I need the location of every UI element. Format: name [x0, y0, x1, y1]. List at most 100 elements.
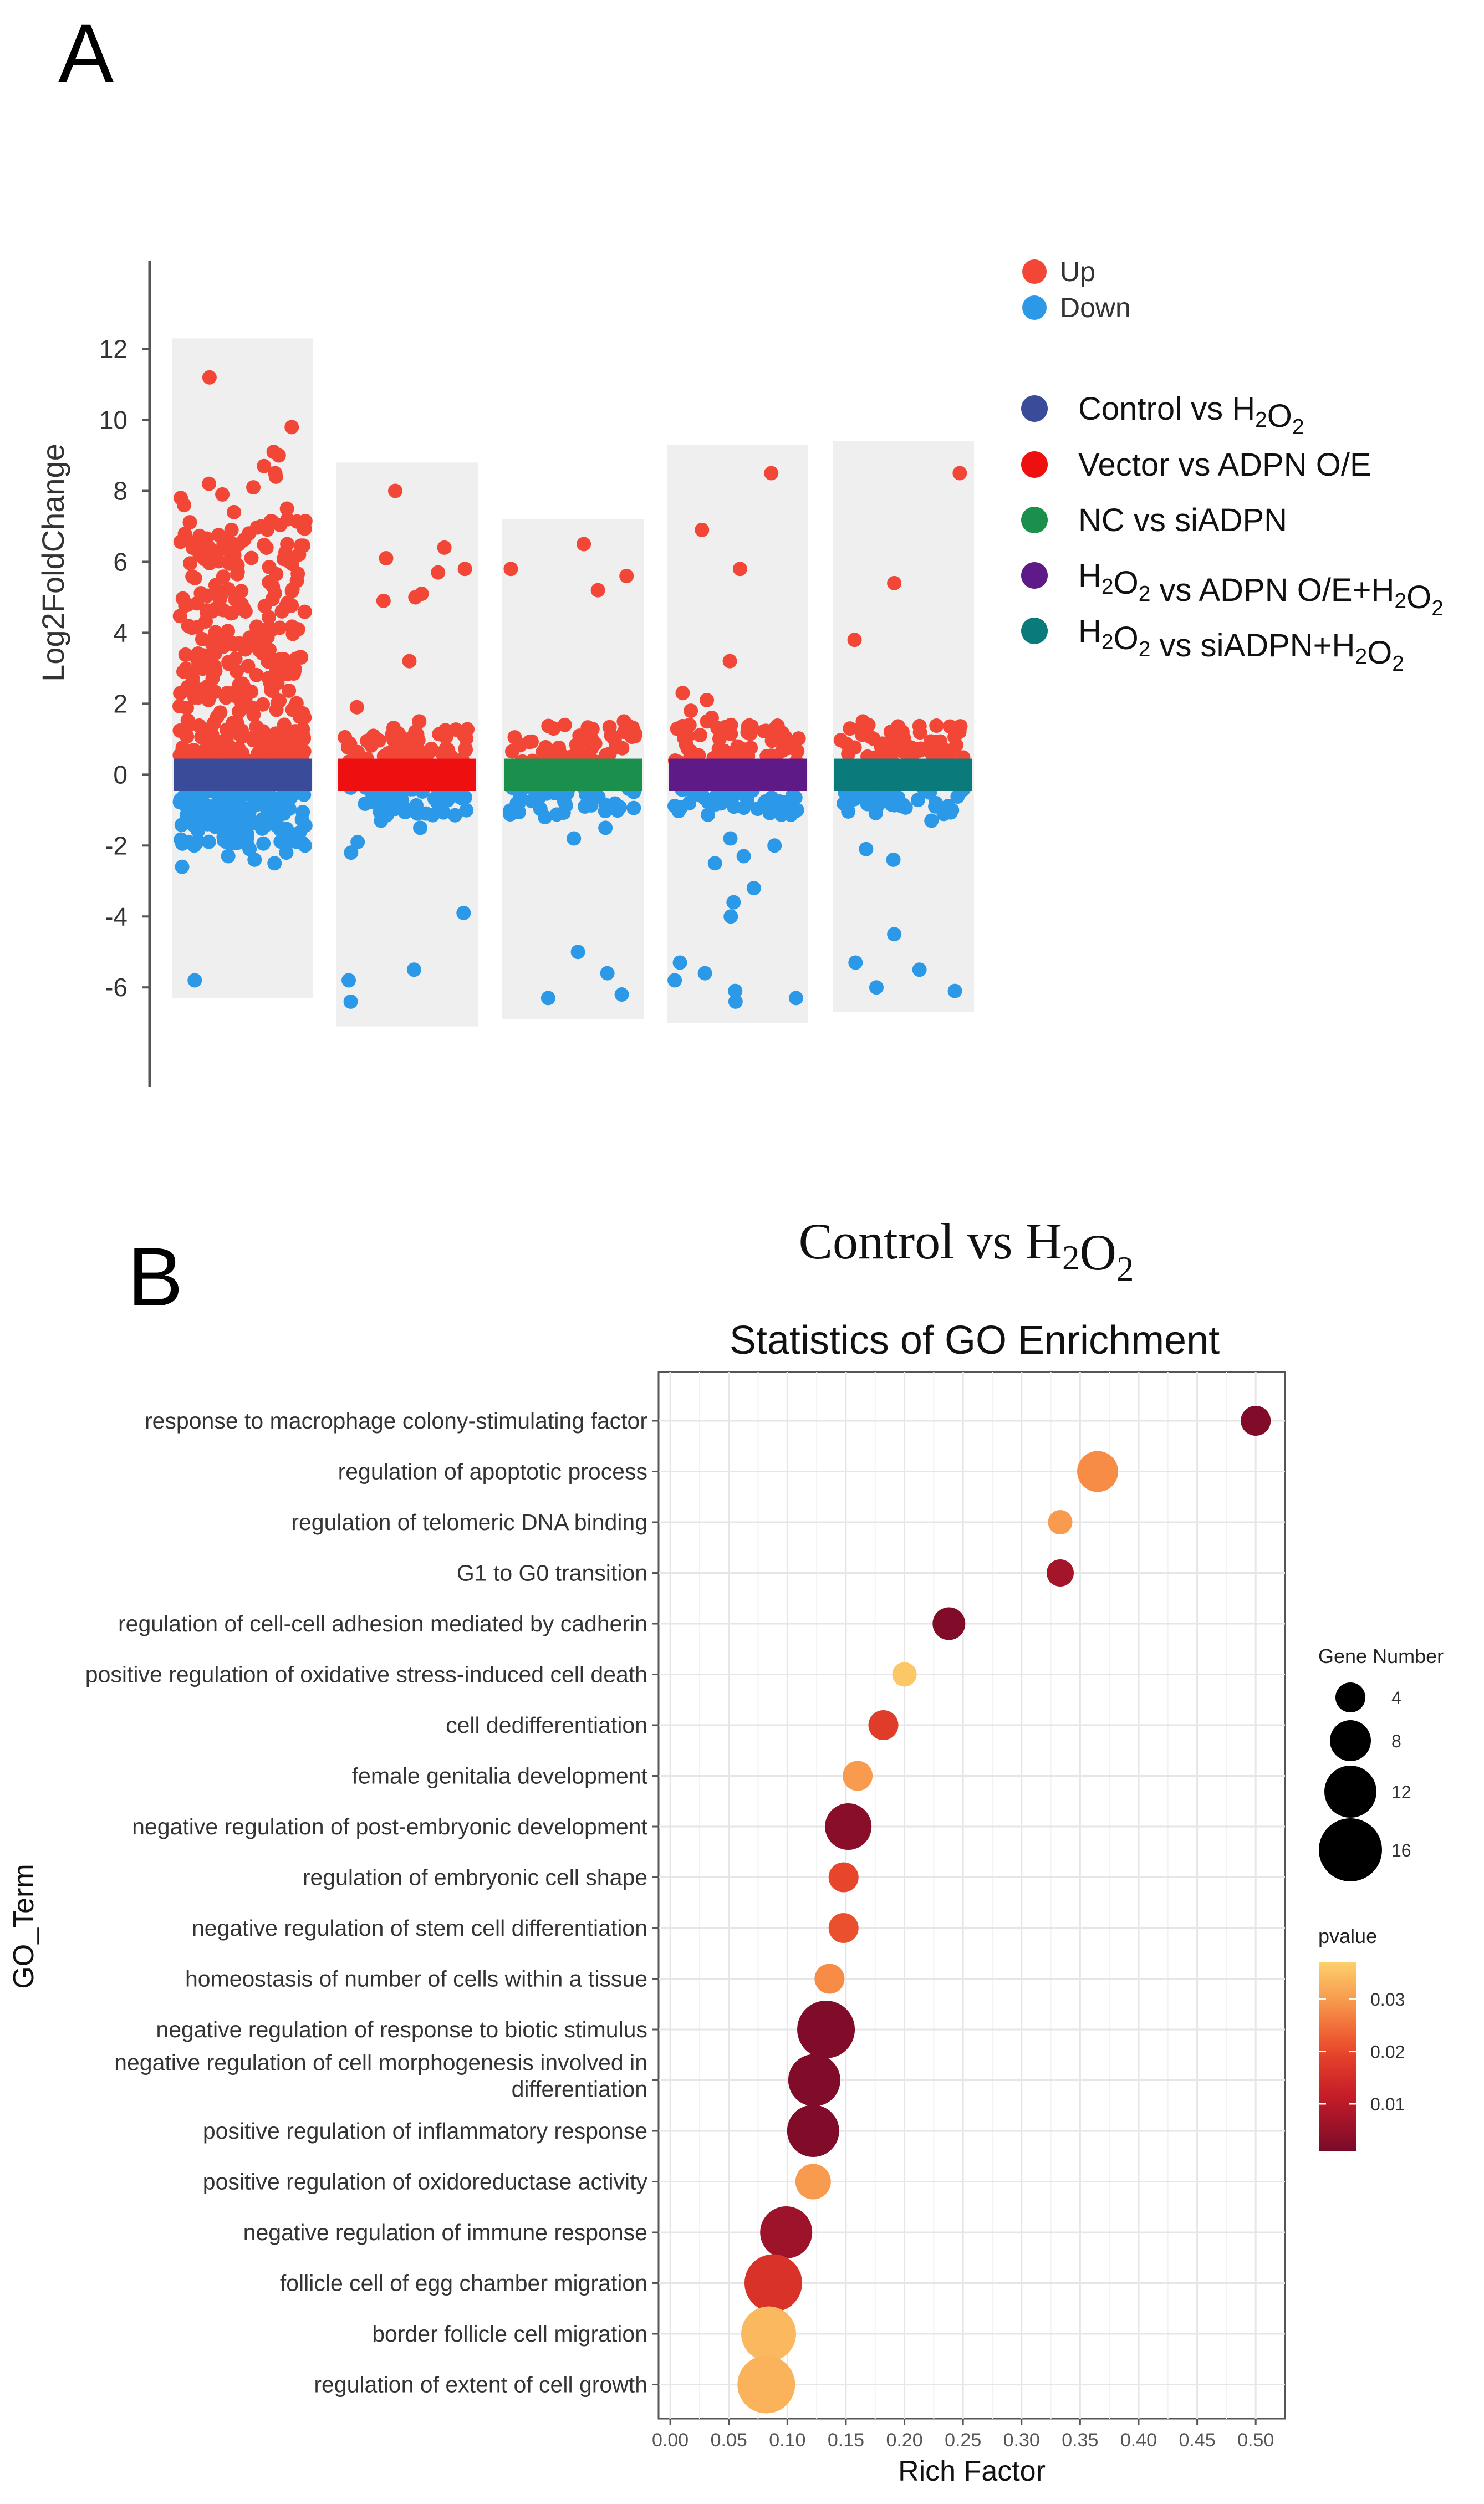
up-point [284, 420, 299, 435]
go-term-label: negative regulation of cell morphogenesi… [114, 2050, 647, 2075]
down-point [272, 820, 287, 835]
up-point [217, 533, 232, 548]
up-point [177, 526, 192, 541]
up-point [590, 583, 605, 598]
down-point [626, 800, 641, 815]
up-point [438, 730, 453, 744]
down-point [947, 983, 962, 998]
up-point [257, 458, 272, 473]
legend-marker-up [1022, 259, 1047, 284]
up-point [349, 700, 364, 715]
up-point [242, 526, 257, 541]
up-point [214, 587, 229, 602]
down-point [788, 790, 803, 805]
up-point [675, 718, 690, 733]
bubble-point [868, 1710, 899, 1740]
down-point [887, 927, 902, 942]
up-point [190, 620, 205, 635]
legend-label-up: Up [1060, 256, 1095, 287]
down-point [273, 834, 288, 849]
up-point [847, 740, 862, 755]
go-term-label: female genitalia development [352, 1763, 648, 1789]
up-point [294, 538, 309, 553]
group-band-2 [338, 758, 476, 791]
down-point [209, 797, 224, 812]
up-point [387, 483, 402, 498]
bubble-point [825, 1803, 872, 1850]
down-point [945, 803, 960, 818]
x-tick-label: 0.10 [769, 2430, 805, 2451]
down-point [871, 797, 886, 812]
y-axis-title: GO_Term [8, 1864, 40, 1988]
down-point [540, 991, 555, 1006]
up-point [253, 519, 268, 534]
bubble-point [1046, 1559, 1074, 1587]
up-point [712, 731, 727, 746]
up-point [284, 598, 299, 613]
up-point [257, 744, 272, 759]
up-point [208, 646, 223, 661]
down-point [222, 823, 237, 838]
down-point [189, 798, 204, 813]
bubble-point [788, 2054, 840, 2107]
y-tick-label: 6 [113, 547, 128, 576]
up-point [538, 740, 553, 754]
up-point [175, 740, 190, 755]
up-point [886, 729, 901, 744]
up-point [202, 370, 217, 385]
up-point [503, 562, 518, 577]
up-point [195, 631, 210, 646]
x-axis-title: Rich Factor [898, 2455, 1046, 2487]
down-point [221, 849, 236, 864]
up-point [272, 693, 287, 708]
down-point [746, 881, 761, 896]
bubble-point [828, 1862, 859, 1893]
go-term-label: negative regulation of post-embryonic de… [132, 1814, 647, 1839]
down-point [869, 980, 884, 995]
up-point [402, 654, 417, 669]
up-point [266, 734, 281, 749]
down-point [248, 815, 263, 830]
down-point [187, 973, 202, 988]
down-point [374, 813, 389, 828]
plot-panel [657, 1371, 1286, 2420]
down-point [358, 796, 373, 811]
down-point [549, 807, 564, 822]
down-point [459, 803, 474, 818]
up-point [695, 522, 710, 537]
up-point [675, 686, 690, 701]
up-point [227, 504, 242, 519]
down-point [558, 798, 573, 813]
up-point [953, 719, 968, 734]
down-point [279, 845, 294, 860]
down-point [726, 895, 741, 910]
size-legend-label: 12 [1391, 1782, 1411, 1802]
up-point [199, 531, 214, 546]
down-point [343, 994, 358, 1009]
down-point [912, 962, 927, 977]
up-point [260, 630, 275, 645]
up-point [459, 731, 474, 746]
go-term-label: positive regulation of oxidoreductase ac… [203, 2169, 648, 2195]
up-point [740, 725, 755, 740]
up-point [202, 476, 217, 491]
legend-group-marker-3 [1021, 507, 1048, 533]
up-point [265, 514, 280, 529]
down-point [456, 905, 471, 920]
legend-group-marker-2 [1021, 451, 1048, 478]
down-point [598, 804, 613, 819]
down-point [174, 818, 189, 833]
y-tick-label: 12 [99, 335, 128, 364]
volcano-chart: 12 10 8 6 4 2 0 -2 -4 -6 Log2FoldChange [35, 261, 974, 1087]
up-point [927, 745, 942, 760]
up-point [700, 714, 715, 729]
up-point [552, 740, 567, 755]
down-point [713, 796, 728, 811]
up-point [692, 728, 707, 743]
down-point [750, 802, 765, 817]
bubble-point [932, 1607, 966, 1640]
up-point [262, 642, 277, 657]
up-point [284, 584, 299, 599]
up-point [847, 633, 862, 647]
up-point [241, 659, 256, 674]
